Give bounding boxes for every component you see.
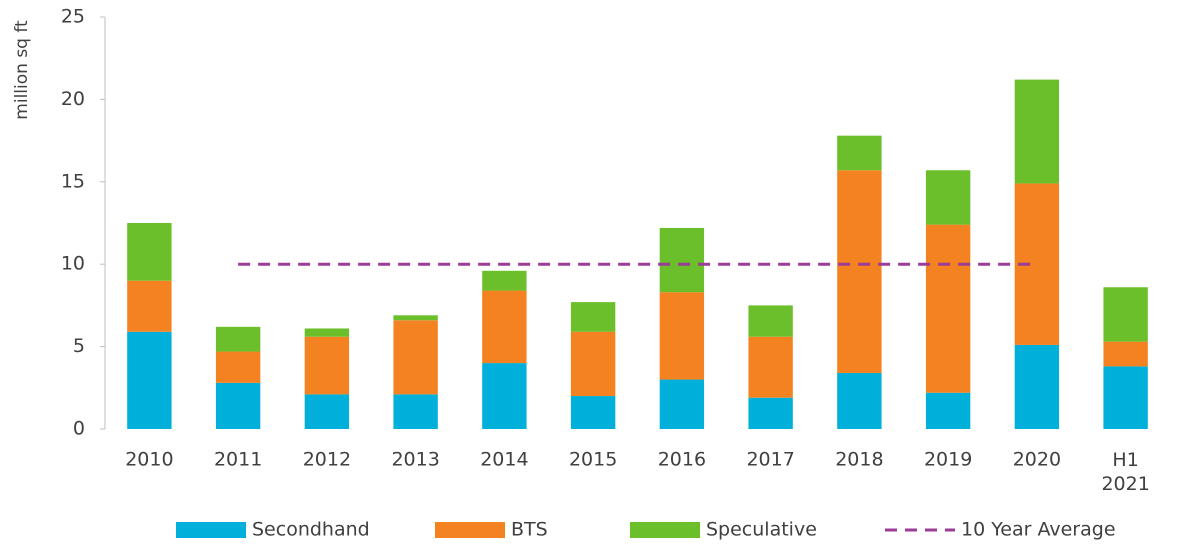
bar-segment <box>837 372 882 429</box>
y-axis-label: million sq ft <box>12 20 32 120</box>
y-tick-label: 5 <box>73 335 85 357</box>
bar-segment <box>215 351 261 383</box>
bar-segment <box>1103 341 1148 367</box>
bar-segment <box>393 315 438 321</box>
y-tick-label: 0 <box>73 418 85 440</box>
bar-segment <box>215 326 261 352</box>
y-tick-label: 20 <box>61 88 85 110</box>
bar-segment <box>570 302 616 332</box>
legend-swatch <box>630 522 700 538</box>
x-tick-label: 2010 <box>125 449 173 471</box>
bar-segment <box>659 379 705 429</box>
x-tick-label: 2016 <box>658 449 706 471</box>
legend-label: Speculative <box>706 519 817 541</box>
x-tick-label: 2018 <box>835 449 883 471</box>
bar-segment <box>570 331 616 397</box>
bar-segment <box>1014 79 1060 184</box>
y-tick-label: 15 <box>61 170 85 192</box>
x-tick-label: 2019 <box>924 449 972 471</box>
legend-label: BTS <box>511 519 548 541</box>
bar-segment <box>482 363 527 429</box>
bar-segment <box>304 328 350 337</box>
bar-segment <box>1103 287 1148 342</box>
bar-segment <box>393 320 438 395</box>
bar-segment <box>925 224 971 393</box>
x-tick-label: 2012 <box>303 449 351 471</box>
legend-swatch <box>435 522 505 538</box>
legend-label: Secondhand <box>252 519 370 541</box>
bar-segment <box>127 280 172 332</box>
bar-segment <box>925 170 971 225</box>
x-tick-label: 2011 <box>214 449 262 471</box>
x-tick-label: H1 2021 <box>1101 449 1149 495</box>
bar-segment <box>304 336 350 395</box>
legend-label: 10 Year Average <box>961 519 1116 541</box>
bar-segment <box>215 382 261 429</box>
x-tick-label: 2014 <box>480 449 528 471</box>
bar-segment <box>748 397 793 429</box>
bar-segment <box>127 223 172 281</box>
bar-segment <box>925 392 971 429</box>
x-tick-label: 2020 <box>1013 449 1061 471</box>
bar-segment <box>659 227 705 293</box>
bar-segment <box>304 394 350 429</box>
bar-segment <box>127 331 172 429</box>
x-tick-label: 2017 <box>746 449 794 471</box>
bar-segment <box>482 290 527 364</box>
y-tick-label: 25 <box>61 6 85 28</box>
bar-segment <box>1103 366 1148 429</box>
y-tick-label: 10 <box>61 253 85 275</box>
x-tick-label: 2013 <box>391 449 439 471</box>
x-tick-label: 2015 <box>569 449 617 471</box>
bar-segment <box>482 270 527 291</box>
bar-segment <box>659 292 705 380</box>
bar-segment <box>393 394 438 429</box>
bar-segment <box>837 135 882 171</box>
bar-segment <box>748 336 793 398</box>
bar-segment <box>748 305 793 337</box>
bar-segment <box>570 396 616 429</box>
bar-segment <box>1014 344 1060 429</box>
legend-swatch <box>176 522 246 538</box>
bar-segment <box>837 170 882 373</box>
